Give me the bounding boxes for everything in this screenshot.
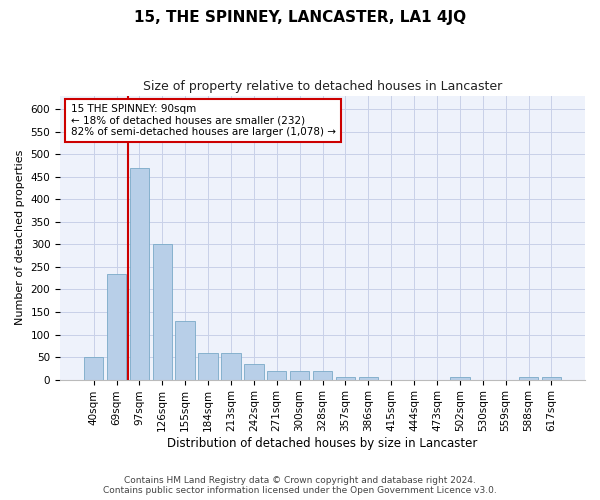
Bar (152, 244, 172, 380)
Text: Contains HM Land Registry data © Crown copyright and database right 2024.
Contai: Contains HM Land Registry data © Crown c… (103, 476, 497, 495)
Y-axis label: Number of detached properties: Number of detached properties (15, 150, 25, 326)
Bar (313, 370, 332, 380)
X-axis label: Distribution of detached houses by size in Lancaster: Distribution of detached houses by size … (167, 437, 478, 450)
Bar (244, 364, 263, 380)
Text: 15 THE SPINNEY: 90sqm
← 18% of detached houses are smaller (232)
82% of semi-det: 15 THE SPINNEY: 90sqm ← 18% of detached … (71, 104, 335, 138)
Bar (84, 357, 103, 380)
Bar (450, 378, 470, 380)
Bar (199, 352, 218, 380)
Bar (290, 370, 310, 380)
Bar (359, 378, 378, 380)
Bar (221, 352, 241, 380)
Bar (519, 378, 538, 380)
Bar (107, 274, 126, 380)
Bar (542, 378, 561, 380)
Title: Size of property relative to detached houses in Lancaster: Size of property relative to detached ho… (143, 80, 502, 93)
Bar (335, 378, 355, 380)
Text: 15, THE SPINNEY, LANCASTER, LA1 4JQ: 15, THE SPINNEY, LANCASTER, LA1 4JQ (134, 10, 466, 25)
Bar (267, 370, 286, 380)
Bar (175, 321, 195, 380)
Bar (130, 168, 149, 380)
